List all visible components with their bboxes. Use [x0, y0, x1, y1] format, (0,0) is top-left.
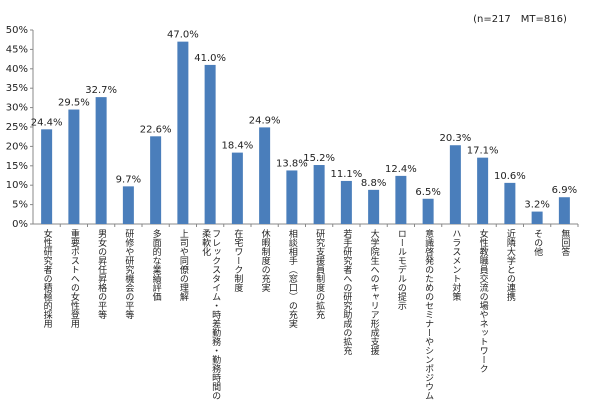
y-tick-label: 15%	[6, 161, 28, 172]
bar	[340, 180, 352, 224]
value-label: 17.1%	[467, 146, 499, 157]
x-tick-label: ハラスメント対策	[450, 229, 461, 301]
y-tick-label: 50%	[6, 25, 28, 36]
x-tick-label: 研究支援員制度の拡充	[314, 229, 325, 319]
x-tick-label-box: 無回答	[559, 229, 570, 256]
value-label: 12.4%	[385, 164, 417, 175]
value-label: 18.4%	[221, 141, 253, 152]
x-tick-label: 意識啓発のためのセミナーやシンポジウム	[423, 229, 434, 400]
x-tick-label-box: 上司や同僚の理解	[177, 229, 188, 301]
x-tick-label-box: ハラスメント対策	[450, 229, 461, 301]
x-tick-label-box: 若手研究者への研究助成の拡充	[341, 229, 352, 355]
value-label: 47.0%	[167, 30, 199, 41]
y-tick-label: 45%	[6, 44, 28, 55]
y-tick-label: 35%	[6, 83, 28, 94]
x-tick-label-box: 女性研究者の積極的採用	[41, 229, 52, 328]
value-label: 9.7%	[116, 174, 141, 185]
x-tick-label: 多面的な業績評価	[150, 229, 161, 301]
bar	[150, 136, 162, 224]
value-label: 11.1%	[330, 169, 362, 180]
value-label: 13.8%	[276, 158, 308, 169]
value-label: 6.5%	[415, 187, 440, 198]
y-tick-label: 10%	[6, 180, 28, 191]
y-tick-label: 40%	[6, 64, 28, 75]
x-tick-label-box: 研修や研究機会の平等	[123, 229, 134, 319]
value-label: 15.2%	[303, 153, 335, 164]
bar	[504, 182, 516, 224]
bar	[95, 97, 107, 224]
chart-note: (n=217 MT=816)	[473, 14, 567, 25]
bar	[177, 41, 189, 224]
x-tick-label-box: 在宅ワーク制度	[232, 229, 243, 292]
value-label: 10.6%	[494, 171, 526, 182]
value-label: 32.7%	[85, 85, 117, 96]
x-tick-label: 女性教職員交流の場やネットワーク	[477, 229, 488, 373]
x-tick-label: 女性研究者の積極的採用	[41, 229, 52, 328]
x-tick-label-box: 意識啓発のためのセミナーやシンポジウム	[423, 229, 434, 400]
value-label: 41.0%	[194, 53, 226, 64]
bar	[531, 211, 543, 224]
bar	[313, 165, 325, 224]
value-label: 24.9%	[249, 115, 281, 126]
y-tick-label: 25%	[6, 122, 28, 133]
bar	[231, 152, 243, 224]
y-tick-label: 0%	[12, 219, 28, 230]
x-tick-label: ロールモデルの提示	[395, 229, 406, 310]
value-label: 6.9%	[552, 185, 577, 196]
bar	[368, 189, 380, 224]
x-tick-label-box: ロールモデルの提示	[395, 229, 406, 310]
x-tick-label-box: 女性教職員交流の場やネットワーク	[477, 229, 488, 373]
y-tick-label: 30%	[6, 103, 28, 114]
x-tick-label-box: その他	[532, 229, 543, 256]
bar	[558, 197, 570, 224]
value-label: 20.3%	[439, 133, 471, 144]
x-tick-label-box: 重要ポストへの女性登用	[68, 229, 79, 328]
x-tick-label-box: 近隣大学との連携	[504, 229, 515, 301]
value-label: 29.5%	[58, 98, 90, 109]
value-label: 3.2%	[524, 200, 549, 211]
x-tick-label: 休暇制度の充実	[259, 229, 270, 292]
bar	[204, 64, 216, 224]
x-tick-label: 上司や同僚の理解	[177, 229, 188, 301]
value-label: 22.6%	[140, 124, 172, 135]
bar	[68, 109, 80, 224]
x-tick-label: フレックスタイム・時差勤務・勤務時間の柔軟化	[200, 229, 221, 400]
x-tick-label: 若手研究者への研究助成の拡充	[341, 229, 352, 355]
y-tick-label: 20%	[6, 141, 28, 152]
x-tick-label: 近隣大学との連携	[504, 229, 515, 301]
x-tick-label-box: 男女の昇任昇格の平等	[96, 229, 107, 319]
x-tick-label-box: 研究支援員制度の拡充	[314, 229, 325, 319]
bar	[286, 170, 298, 224]
bar	[41, 129, 53, 224]
bar	[422, 198, 434, 224]
x-tick-label-box: 休暇制度の充実	[259, 229, 270, 292]
x-tick-label: 重要ポストへの女性登用	[68, 229, 79, 328]
bar	[122, 186, 134, 224]
bar	[259, 127, 271, 224]
x-tick-label: 大学院生へのキャリア形成支援	[368, 229, 379, 355]
x-tick-label-box: 相談相手（窓口）の充実	[286, 229, 297, 328]
x-tick-label: 無回答	[559, 229, 570, 256]
x-tick-label: 相談相手（窓口）の充実	[286, 229, 297, 328]
x-tick-label: 男女の昇任昇格の平等	[96, 229, 107, 319]
x-tick-label: 在宅ワーク制度	[232, 229, 243, 292]
x-tick-label: 研修や研究機会の平等	[123, 229, 134, 319]
x-tick-label-box: 多面的な業績評価	[150, 229, 161, 301]
value-label: 8.8%	[361, 178, 386, 189]
x-tick-label-box: 大学院生へのキャリア形成支援	[368, 229, 379, 355]
bar	[395, 175, 407, 224]
y-tick-label: 5%	[12, 200, 28, 211]
x-tick-label-box: フレックスタイム・時差勤務・勤務時間の柔軟化	[200, 229, 221, 400]
bar	[449, 145, 461, 224]
x-tick-label: その他	[532, 229, 543, 256]
value-label: 24.4%	[31, 117, 63, 128]
bar	[477, 157, 489, 224]
